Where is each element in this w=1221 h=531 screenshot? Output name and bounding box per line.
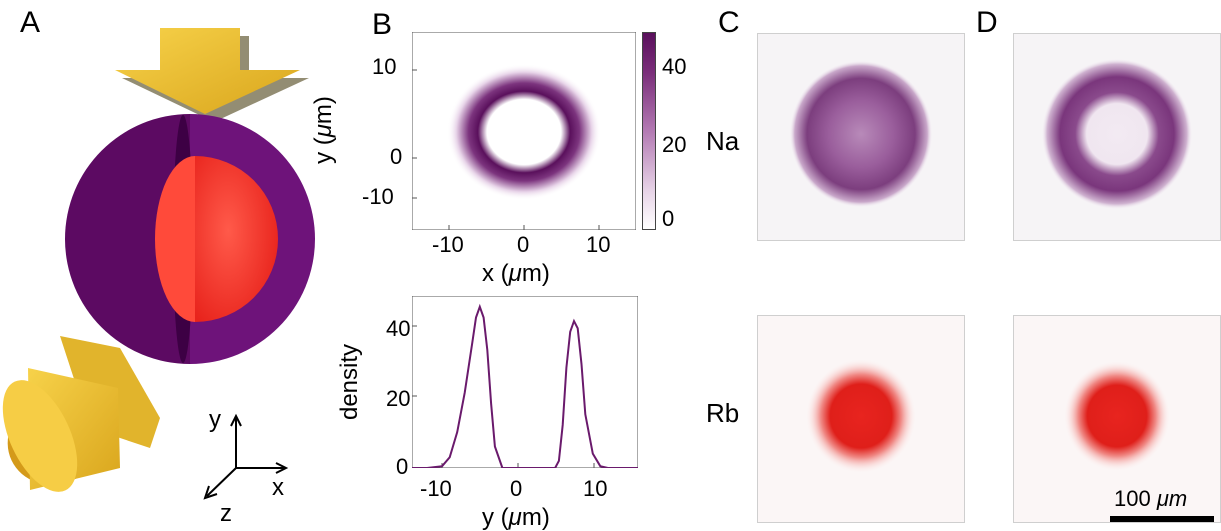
axis-x-letter: x (272, 474, 284, 501)
scale-bar (1110, 516, 1214, 522)
map-ytick: -10 (362, 184, 394, 209)
axis-y-letter: y (209, 406, 221, 433)
image-c-na (757, 33, 965, 241)
beam-arrow-icon (115, 28, 309, 122)
colorbar-tick: 20 (662, 132, 687, 157)
profile-ytick: 40 (386, 316, 411, 341)
image-c-rb (757, 315, 965, 523)
profile-xtick: -10 (420, 476, 452, 501)
scale-bar-label: 100 μm (1114, 486, 1188, 511)
profile-x-axis-label: y (μm) (482, 504, 550, 531)
map-xtick: -10 (432, 232, 464, 257)
profile-ytick: 20 (386, 386, 411, 411)
species-label-na: Na (706, 126, 740, 156)
map-y-axis-label: y (μm) (309, 96, 337, 164)
profile-xtick: 10 (583, 476, 608, 501)
objective-lens-icon (2, 336, 160, 492)
density-profile-line (412, 303, 638, 468)
density-map (412, 32, 636, 230)
schematic-illustration (2, 28, 315, 500)
axis-z-letter: z (220, 500, 232, 527)
map-xtick: 10 (586, 232, 611, 257)
image-d-rb (1013, 315, 1221, 523)
map-xtick: 0 (517, 232, 530, 257)
profile-y-axis-label: density (336, 343, 364, 421)
map-x-axis-label: x (μm) (482, 260, 550, 287)
panel-label-c: C (718, 6, 740, 39)
colorbar-tick: 40 (662, 54, 687, 79)
colorbar (642, 32, 656, 230)
profile-ytick: 0 (396, 454, 409, 479)
image-d-na (1013, 33, 1221, 241)
shell-sphere-icon (65, 114, 315, 364)
coordinate-axes-icon (203, 413, 289, 500)
panel-label-a: A (20, 6, 41, 39)
map-ytick: 0 (390, 144, 403, 169)
density-profile-chart (412, 296, 638, 468)
colorbar-tick: 0 (662, 206, 675, 231)
panel-label-b: B (372, 8, 393, 41)
species-label-rb: Rb (706, 398, 740, 428)
map-ytick: 10 (372, 54, 397, 79)
profile-xtick: 0 (510, 476, 523, 501)
density-ring (447, 64, 601, 200)
panel-label-d: D (976, 6, 998, 39)
